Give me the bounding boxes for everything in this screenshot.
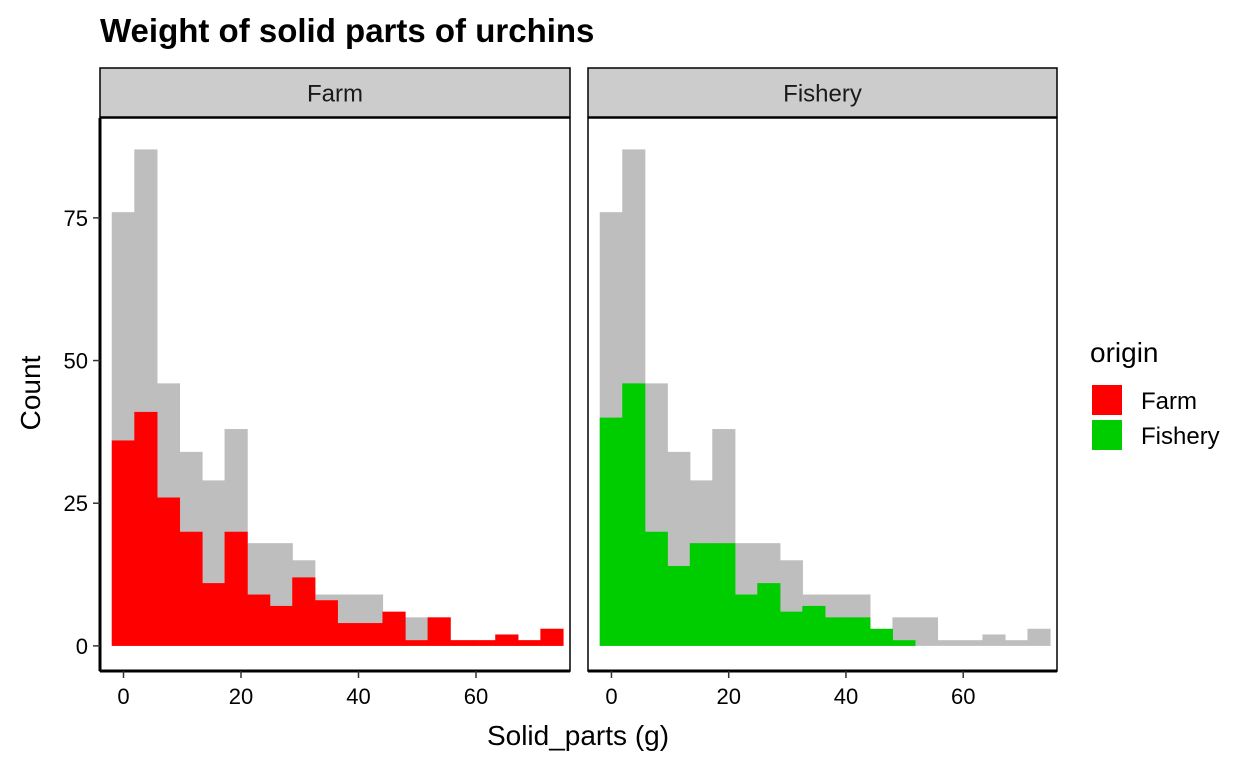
- legend-label-farm: Farm: [1141, 388, 1197, 415]
- y-tick-label: 75: [64, 206, 88, 231]
- histogram-bar: [667, 565, 691, 646]
- legend-key-fishery: [1092, 420, 1122, 450]
- facet-strip-label: Fishery: [783, 81, 862, 108]
- chart-title: Weight of solid parts of urchins: [100, 12, 594, 49]
- y-tick-label: 0: [76, 634, 88, 659]
- y-tick-label: 25: [64, 491, 88, 516]
- background-bar: [982, 634, 1006, 646]
- facet-strip: [587, 67, 1058, 118]
- histogram-bar: [779, 611, 803, 646]
- legend-label-fishery: Fishery: [1141, 423, 1220, 450]
- histogram-bar: [224, 531, 248, 646]
- histogram-bar: [824, 617, 848, 646]
- background-bar: [892, 617, 916, 646]
- histogram-bar: [382, 611, 406, 646]
- x-axes: 0 20 40 60 0 20 40 60: [100, 669, 1057, 709]
- x-tick-label: 60: [464, 684, 488, 709]
- histogram-bar: [314, 600, 338, 646]
- histogram-bar: [247, 594, 271, 646]
- histogram-bar: [892, 640, 916, 646]
- background-bar: [959, 640, 984, 646]
- histogram-bar: [757, 583, 781, 646]
- histogram-bar: [689, 543, 713, 646]
- histogram-bar: [450, 640, 474, 646]
- histogram-bar: [517, 640, 541, 646]
- histogram-bar: [179, 531, 203, 646]
- histogram-bar: [622, 383, 646, 646]
- histogram-bar: [599, 417, 623, 646]
- histogram-bar: [201, 583, 226, 646]
- x-tick-label: 60: [951, 684, 975, 709]
- histogram-bar: [802, 605, 826, 646]
- x-tick-label: 20: [229, 684, 253, 709]
- histogram-bar: [869, 628, 893, 646]
- histogram-bar: [337, 623, 361, 646]
- histogram-bar: [712, 543, 736, 646]
- x-tick-label: 0: [117, 684, 129, 709]
- facet-panel-fishery: Fishery: [587, 67, 1058, 672]
- histogram-bar: [359, 623, 384, 646]
- x-tick-label: 0: [605, 684, 617, 709]
- background-bar: [1027, 628, 1051, 646]
- background-bar: [1004, 640, 1029, 646]
- background-bar: [405, 617, 429, 646]
- histogram-bar: [292, 577, 316, 646]
- background-bar: [914, 617, 939, 646]
- histogram-bar: [540, 628, 564, 646]
- histogram-bar: [847, 617, 871, 646]
- histogram-bar: [734, 594, 758, 646]
- histogram-bar: [644, 531, 668, 646]
- histogram-bar: [427, 617, 451, 646]
- histogram-bar: [156, 497, 181, 646]
- legend-title: origin: [1090, 337, 1158, 368]
- y-axis: 0 25 50 75: [64, 118, 102, 671]
- x-tick-label: 40: [346, 684, 370, 709]
- y-axis-title: Count: [15, 355, 46, 430]
- x-axis-fishery: 0 20 40 60: [588, 669, 1057, 709]
- facet-strip-label: Farm: [307, 81, 363, 108]
- histogram-bar: [472, 640, 496, 646]
- histogram-bar: [134, 411, 158, 646]
- x-axis-farm: 0 20 40 60: [100, 669, 570, 709]
- histogram-bar: [405, 640, 429, 646]
- legend-key-farm: [1092, 385, 1122, 415]
- facet-strip: [99, 67, 571, 118]
- x-tick-label: 20: [716, 684, 740, 709]
- background-bar: [937, 640, 961, 646]
- facet-panels: Farm Fishery: [99, 67, 1058, 672]
- legend: origin Farm Fishery: [1090, 337, 1220, 450]
- x-tick-label: 40: [834, 684, 858, 709]
- histogram-bar: [269, 605, 293, 646]
- histogram-bar: [111, 440, 135, 646]
- x-axis-title: Solid_parts (g): [487, 720, 669, 751]
- facet-panel-farm: Farm: [99, 67, 571, 672]
- y-tick-label: 50: [64, 349, 88, 374]
- histogram-bar: [495, 634, 519, 646]
